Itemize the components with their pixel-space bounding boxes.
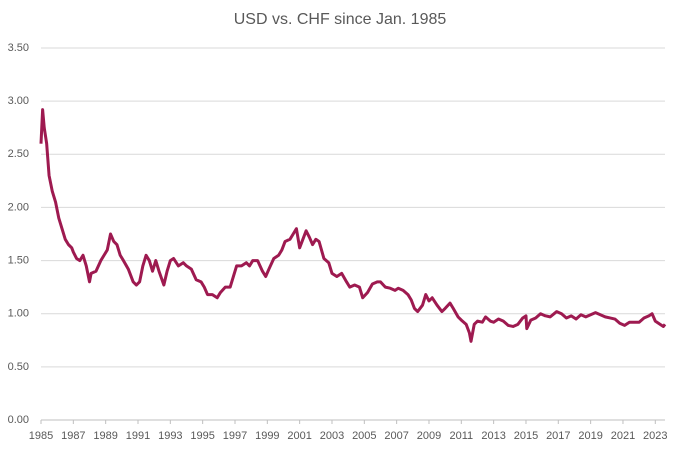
x-tick-label: 2011 [449,430,473,442]
x-tick-label: 2019 [578,430,602,442]
y-tick-label: 2.50 [8,148,29,160]
x-tick-label: 1989 [93,430,117,442]
x-tick-label: 2009 [417,430,441,442]
x-tick-label: 1987 [61,430,85,442]
x-tick-label: 2013 [481,430,505,442]
chart-title: USD vs. CHF since Jan. 1985 [234,11,447,28]
y-tick-label: 0.00 [8,414,29,426]
y-tick-label: 3.50 [8,42,29,54]
x-tick-label: 2001 [287,430,311,442]
x-tick-label: 2005 [352,430,376,442]
x-tick-label: 2017 [546,430,570,442]
x-tick-label: 1993 [158,430,182,442]
x-tick-label: 2023 [643,430,667,442]
y-tick-label: 1.50 [8,254,29,266]
y-tick-label: 2.00 [8,201,29,213]
x-tick-label: 1999 [255,430,279,442]
y-tick-label: 1.00 [8,308,29,320]
x-tick-label: 1991 [126,430,150,442]
x-tick-label: 2003 [320,430,344,442]
y-tick-label: 3.00 [8,95,29,107]
x-tick-label: 1995 [190,430,214,442]
data-line [39,108,667,343]
x-tick-label: 2007 [384,430,408,442]
x-tick-label: 2021 [611,430,635,442]
x-tick-label: 1985 [29,430,53,442]
x-tick-label: 1997 [223,430,247,442]
y-tick-label: 0.50 [8,361,29,373]
x-tick-label: 2015 [514,430,538,442]
